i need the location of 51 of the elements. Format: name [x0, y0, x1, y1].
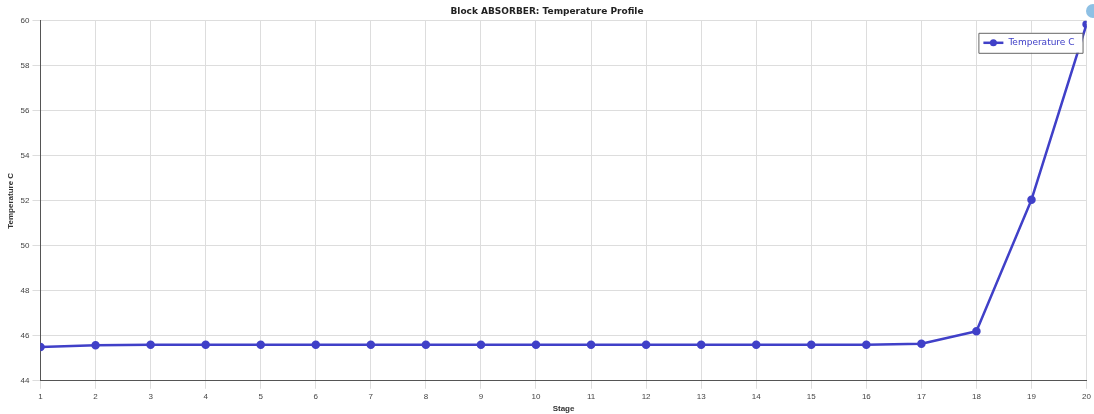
- x-tick-label: 18: [971, 391, 982, 401]
- point: [476, 340, 486, 350]
- x-tick-label: 11: [586, 391, 596, 401]
- x-tick-label: 16: [861, 391, 872, 401]
- chart-title: Block ABSORBER: Temperature Profile: [450, 5, 644, 16]
- x-tick-label: 17: [916, 391, 927, 401]
- point: [862, 340, 871, 350]
- point: [586, 340, 596, 350]
- y-tick-label: 48: [20, 286, 31, 295]
- legend-label: Temperature C: [1007, 37, 1075, 48]
- x-tick-label: 10: [531, 391, 541, 401]
- x-tick-label: 12: [641, 391, 652, 401]
- x-tick-label: 1: [38, 391, 44, 401]
- x-tick-label: 2: [93, 391, 99, 401]
- point: [201, 340, 210, 350]
- y-tick-label: 56: [20, 106, 31, 115]
- x-tick-label: 15: [806, 391, 817, 401]
- x-axis-title: Stage: [552, 404, 575, 414]
- y-axis-title: Temperature C: [6, 172, 15, 229]
- point: [807, 340, 816, 350]
- point: [421, 340, 431, 350]
- y-tick-label: 54: [20, 151, 31, 160]
- x-tick-label: 5: [258, 391, 264, 401]
- x-tick-label: 7: [368, 391, 374, 401]
- y-tick-label: 52: [20, 196, 31, 205]
- y-tick-label: 44: [20, 376, 31, 385]
- point: [972, 327, 981, 336]
- point: [256, 340, 265, 350]
- point: [146, 340, 155, 350]
- x-tick-label: 6: [313, 391, 319, 401]
- point: [917, 339, 926, 348]
- point: [366, 340, 376, 350]
- x-tick-label: 4: [203, 391, 209, 401]
- point: [1027, 195, 1036, 204]
- x-tick-label: 20: [1082, 391, 1092, 401]
- point: [751, 340, 761, 350]
- y-tick-label: 50: [20, 241, 31, 250]
- point: [91, 341, 100, 350]
- x-tick-label: 9: [478, 391, 484, 401]
- x-tick-label: 8: [423, 391, 429, 401]
- x-tick-label: 3: [148, 391, 154, 401]
- x-tick-label: 13: [696, 391, 707, 401]
- y-tick-label: 46: [20, 331, 31, 340]
- y-tick-label: 60: [20, 16, 31, 25]
- x-tick-label: 14: [751, 391, 762, 401]
- point: [696, 340, 706, 350]
- y-tick-label: 58: [20, 61, 31, 70]
- point: [311, 340, 321, 350]
- x-tick-label: 19: [1027, 391, 1037, 401]
- point: [641, 340, 651, 350]
- point: [531, 340, 541, 350]
